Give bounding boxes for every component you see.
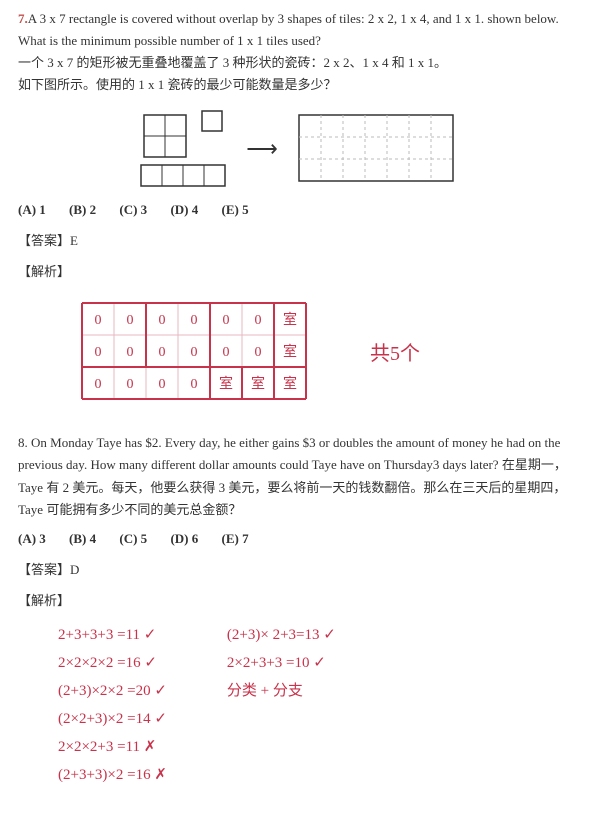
svg-text:0: 0 — [159, 313, 166, 328]
calc-line: 2×2×2+3 =11 ✗ — [58, 735, 167, 759]
q7-choice-a: (A) 1 — [18, 202, 46, 217]
calc-line: (2×2+3)×2 =14 ✓ — [58, 707, 167, 731]
q8-choice-a: (A) 3 — [18, 531, 46, 546]
svg-text:室: 室 — [283, 343, 297, 360]
calc-line: (2+3+3)×2 =16 ✗ — [58, 763, 167, 787]
arrow-icon: ⟶ — [246, 136, 278, 162]
q8-handwriting: 2+3+3+3 =11 ✓ 2×2×2×2 =16 ✓ (2+3)×2×2 =2… — [58, 623, 576, 787]
q8-text: 8. On Monday Taye has $2. Every day, he … — [18, 432, 576, 520]
calc-line: 分类 + 分支 — [227, 679, 336, 703]
q8-en: On Monday Taye has $2. Every day, he eit… — [18, 435, 560, 472]
q8-choice-c: (C) 5 — [119, 531, 147, 546]
tile-1x4 — [140, 164, 226, 188]
q8-calc-right: (2+3)× 2+3=13 ✓ 2×2+3+3 =10 ✓ 分类 + 分支 — [227, 623, 336, 787]
q8-choices: (A) 3 (B) 4 (C) 5 (D) 6 (E) 7 — [18, 531, 576, 547]
q8-calc-left: 2+3+3+3 =11 ✓ 2×2×2×2 =16 ✓ (2+3)×2×2 =2… — [58, 623, 167, 787]
svg-text:室: 室 — [283, 311, 297, 328]
svg-text:0: 0 — [95, 313, 102, 328]
q7-choice-d: (D) 4 — [170, 202, 198, 217]
svg-text:0: 0 — [191, 377, 198, 392]
svg-text:0: 0 — [191, 313, 198, 328]
q7-choice-e: (E) 5 — [221, 202, 248, 217]
svg-text:0: 0 — [159, 345, 166, 360]
q7-choices: (A) 1 (B) 2 (C) 3 (D) 4 (E) 5 — [18, 202, 576, 218]
q8-choice-e: (E) 7 — [221, 531, 248, 546]
grid-3x7 — [298, 114, 454, 184]
tile-2x2 — [143, 114, 187, 158]
tile-1x1 — [201, 110, 223, 132]
q7-text: 7.A 3 x 7 rectangle is covered without o… — [18, 8, 576, 96]
svg-text:0: 0 — [191, 345, 198, 360]
calc-line: (2+3)× 2+3=13 ✓ — [227, 623, 336, 647]
q7-choice-c: (C) 3 — [119, 202, 147, 217]
svg-text:室: 室 — [219, 375, 233, 392]
q7-hand-note: 共5个 — [370, 337, 420, 366]
calc-line: 2×2+3+3 =10 ✓ — [227, 651, 336, 675]
q7-figures: ⟶ — [18, 110, 576, 188]
svg-text:0: 0 — [159, 377, 166, 392]
q8-choice-d: (D) 6 — [170, 531, 198, 546]
tile-group — [140, 110, 226, 188]
q8-choice-b: (B) 4 — [69, 531, 96, 546]
svg-text:0: 0 — [223, 345, 230, 360]
svg-text:室: 室 — [251, 375, 265, 392]
svg-text:0: 0 — [95, 377, 102, 392]
q7-cn-2: 如下图所示。使用的 1 x 1 瓷砖的最少可能数量是多少？ — [18, 74, 576, 96]
q7-choice-b: (B) 2 — [69, 202, 96, 217]
svg-text:0: 0 — [127, 377, 134, 392]
calc-line: 2+3+3+3 =11 ✓ — [58, 623, 167, 647]
svg-text:室: 室 — [283, 375, 297, 392]
svg-text:0: 0 — [223, 313, 230, 328]
svg-text:0: 0 — [127, 345, 134, 360]
calc-line: (2+3)×2×2 =20 ✓ — [58, 679, 167, 703]
q7-number: 7. — [18, 11, 28, 26]
q7-solution-row: 000000室000000室0000室室室 共5个 — [78, 300, 576, 402]
q8-answer: 【答案】D — [18, 559, 576, 578]
svg-text:0: 0 — [127, 313, 134, 328]
calc-line: 2×2×2×2 =16 ✓ — [58, 651, 167, 675]
q7-en: A 3 x 7 rectangle is covered without ove… — [18, 11, 559, 48]
q8-number: 8. — [18, 435, 28, 450]
svg-text:0: 0 — [255, 313, 262, 328]
q7-cn-1: 一个 3 x 7 的矩形被无重叠地覆盖了 3 种形状的瓷砖：2 x 2、1 x … — [18, 52, 576, 74]
solution-grid: 000000室000000室0000室室室 — [78, 300, 310, 402]
svg-text:0: 0 — [255, 345, 262, 360]
q8-analysis: 【解析】 — [18, 590, 576, 609]
q7-analysis: 【解析】 — [18, 261, 576, 280]
svg-text:0: 0 — [95, 345, 102, 360]
q7-answer: 【答案】E — [18, 230, 576, 249]
